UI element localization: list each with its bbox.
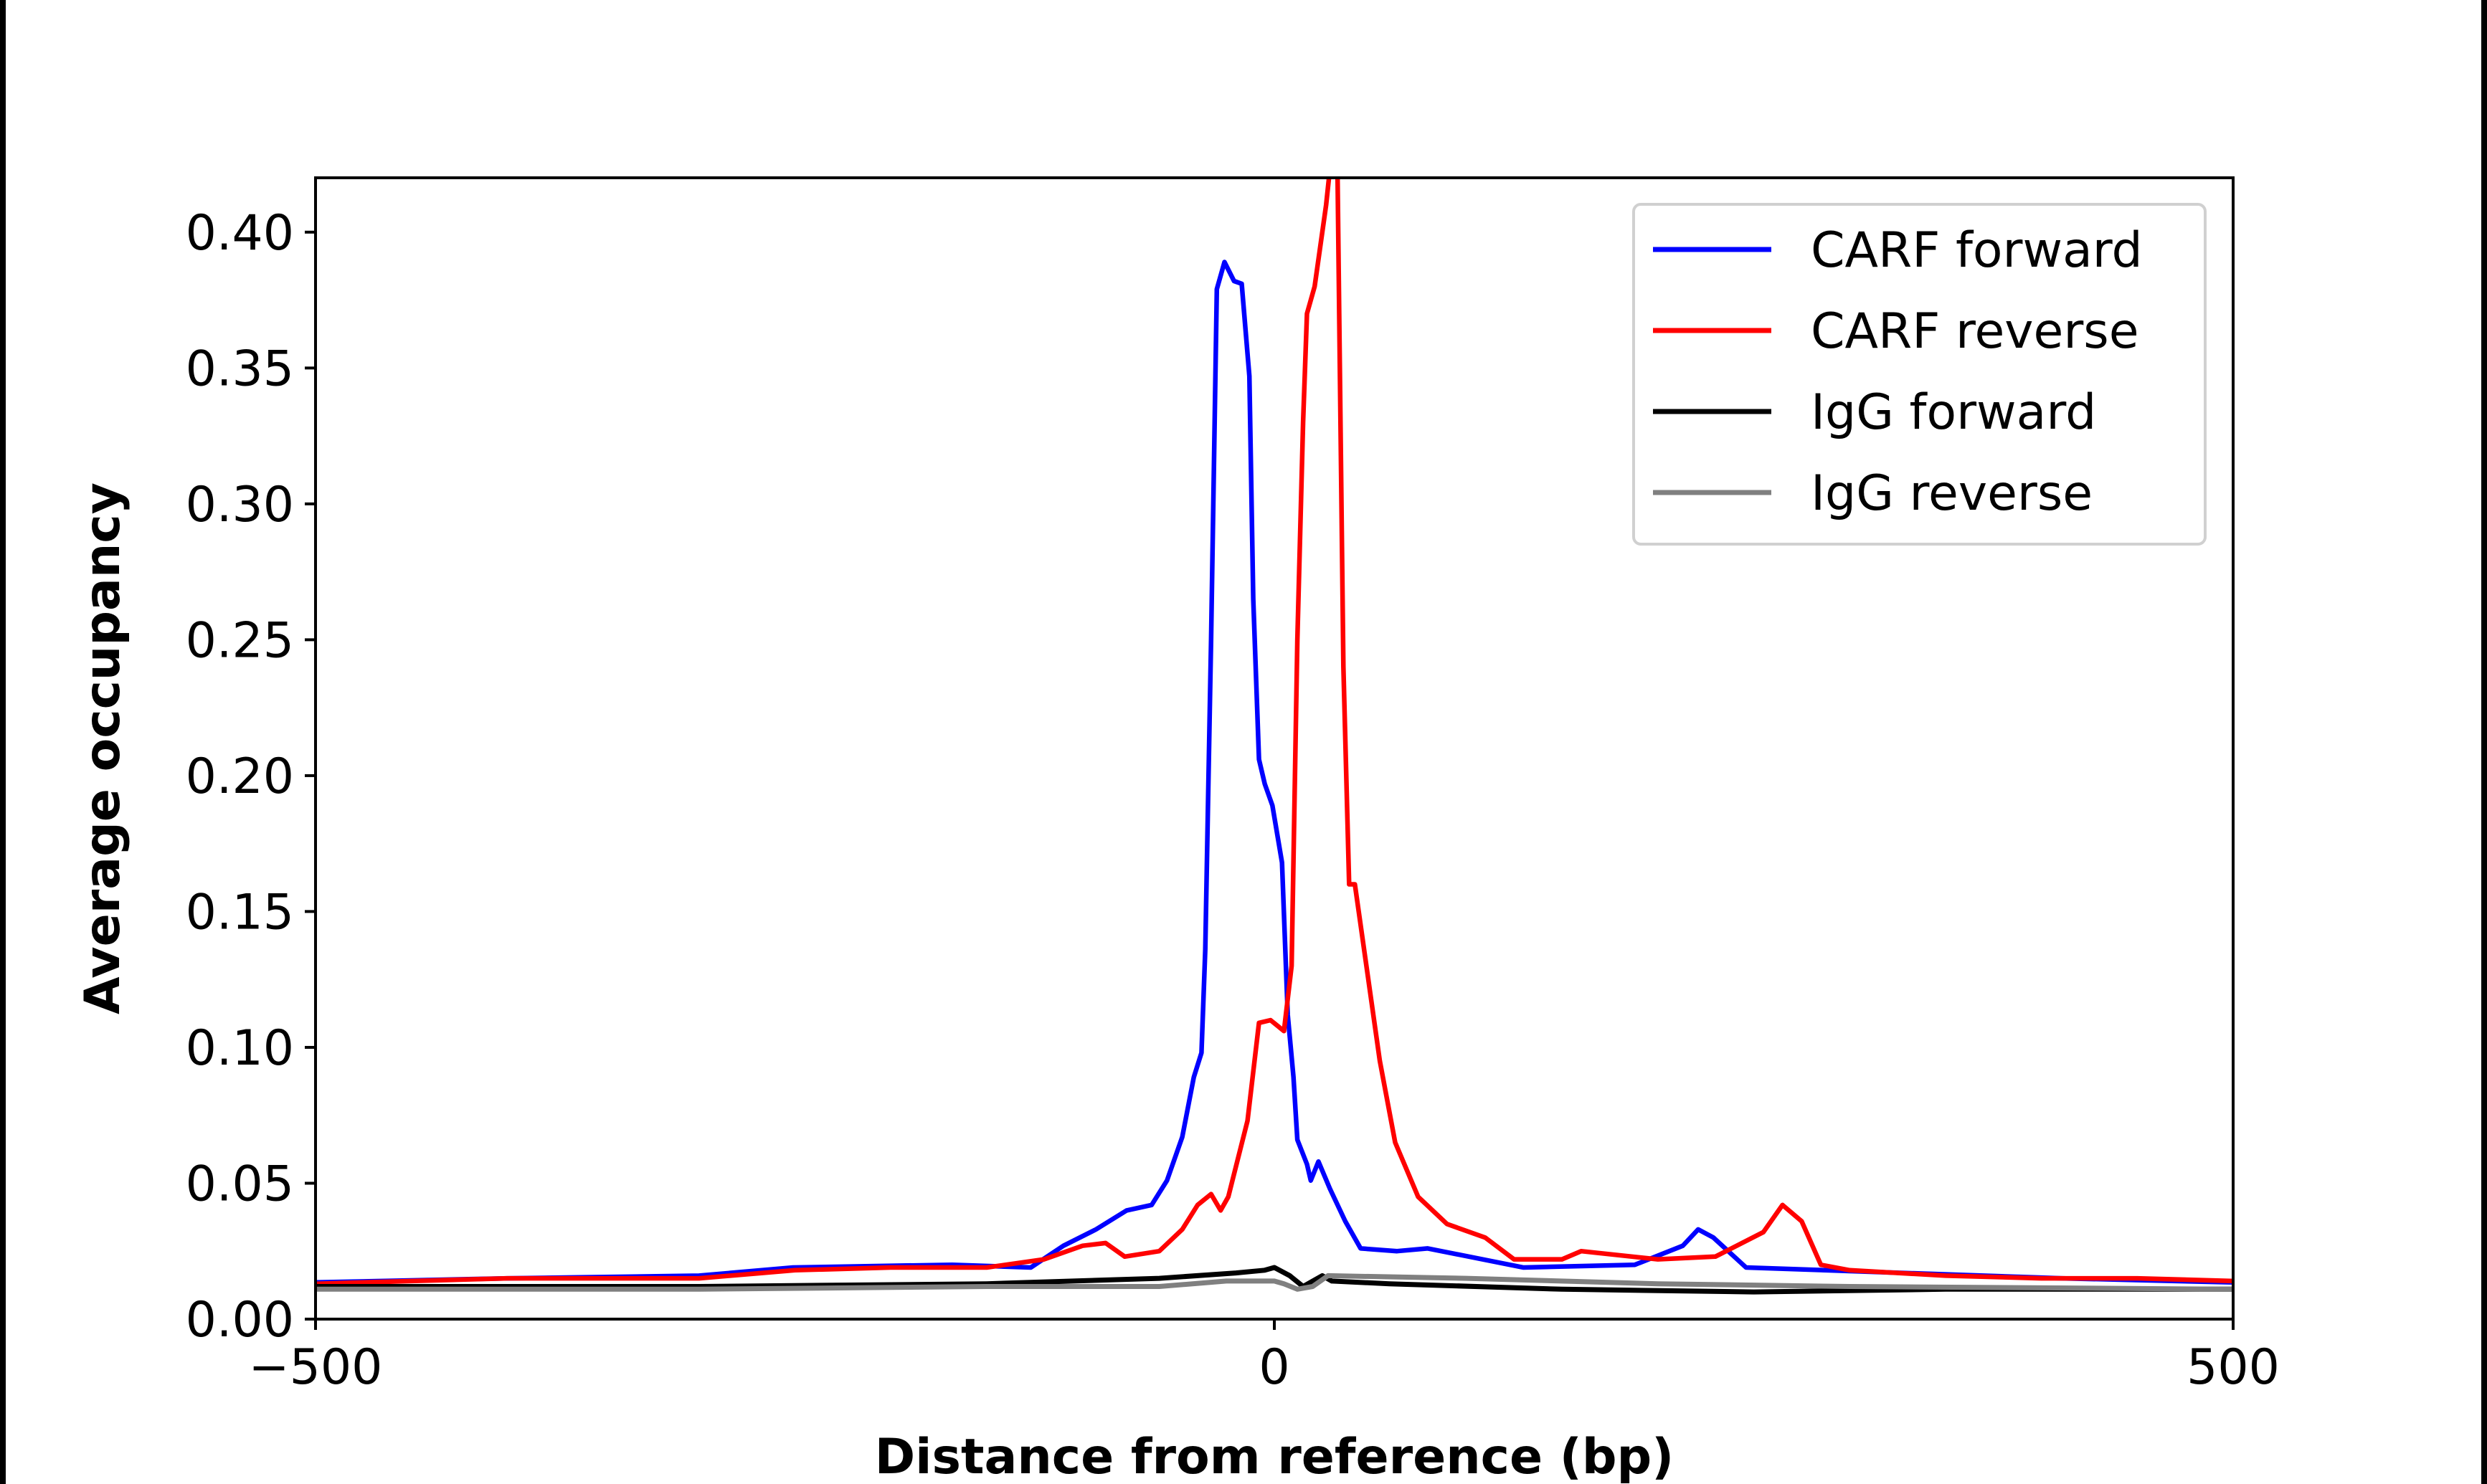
legend-label: IgG forward — [1811, 384, 2096, 441]
y-tick-label: 0.20 — [186, 748, 294, 805]
y-axis-label: Average occupancy — [75, 482, 131, 1014]
x-axis-label: Distance from reference (bp) — [875, 1429, 1674, 1484]
series-line-igg-forward — [316, 1265, 2233, 1295]
y-tick-label: 0.35 — [186, 341, 294, 397]
y-tick-label: 0.30 — [186, 477, 294, 533]
x-tick-label: −500 — [249, 1339, 383, 1396]
y-tick-label: 0.25 — [186, 612, 294, 669]
x-tick-label: 500 — [2187, 1339, 2280, 1396]
y-tick-label: 0.15 — [186, 884, 294, 941]
legend-label: IgG reverse — [1811, 465, 2093, 522]
y-tick-label: 0.40 — [186, 205, 294, 262]
series-line-igg-reverse — [316, 1273, 2233, 1292]
right-frame-border — [2481, 0, 2487, 1484]
legend-box — [1632, 203, 2207, 546]
series-line-carf-reverse — [316, 178, 2233, 1286]
legend-label: CARF reverse — [1811, 303, 2139, 360]
y-tick-label: 0.00 — [186, 1292, 294, 1349]
series-line-carf-forward — [316, 260, 2233, 1285]
legend-label: CARF forward — [1811, 222, 2143, 279]
left-frame-border — [0, 0, 6, 1484]
y-tick-label: 0.05 — [186, 1156, 294, 1212]
legend: CARF forward CARF reverse IgG forward IgG r… — [1632, 203, 2207, 546]
x-tick-label: 0 — [1259, 1339, 1289, 1396]
y-tick-label: 0.10 — [186, 1020, 294, 1077]
